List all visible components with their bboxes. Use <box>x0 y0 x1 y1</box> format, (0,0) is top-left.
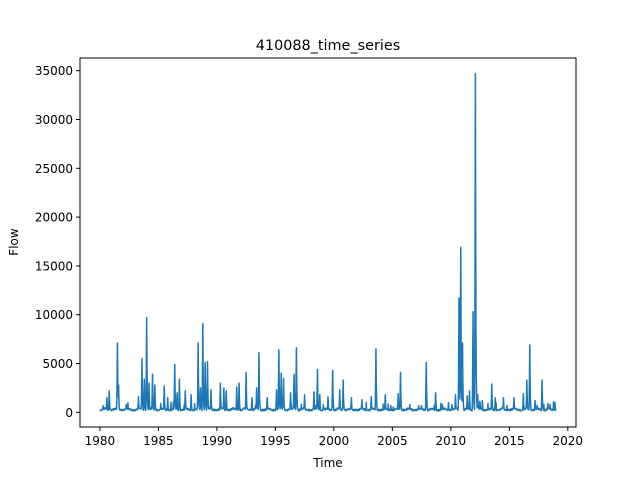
y-tick-label: 20000 <box>35 211 73 225</box>
y-tick-label: 30000 <box>35 113 73 127</box>
y-tick-label: 25000 <box>35 162 73 176</box>
x-tick-label: 2015 <box>494 434 525 448</box>
axes-frame <box>79 57 577 428</box>
y-tick-label: 5000 <box>42 357 73 371</box>
y-tick-label: 0 <box>65 406 73 420</box>
y-axis: 0 5000 10000 15000 20000 25000 30000 35000 <box>35 64 80 420</box>
flow-series-line <box>99 72 557 412</box>
x-tick-label: 2005 <box>377 434 408 448</box>
x-axis-label: Time <box>312 456 342 470</box>
x-tick-label: 1985 <box>143 434 174 448</box>
x-tick-label: 1980 <box>85 434 116 448</box>
x-tick-label: 1995 <box>260 434 291 448</box>
y-tick-label: 10000 <box>35 308 73 322</box>
y-axis-label: Flow <box>7 228 21 256</box>
x-tick-label: 2020 <box>553 434 584 448</box>
y-tick-label: 35000 <box>35 64 73 78</box>
chart-title: 410088_time_series <box>256 38 400 54</box>
x-axis: 1980 1985 1990 1995 2000 2005 2010 2015 2020 <box>85 427 583 448</box>
y-tick-label: 15000 <box>35 259 73 273</box>
x-tick-label: 1990 <box>202 434 233 448</box>
x-tick-label: 2010 <box>436 434 467 448</box>
plot-area <box>99 72 557 412</box>
x-tick-label: 2000 <box>319 434 350 448</box>
